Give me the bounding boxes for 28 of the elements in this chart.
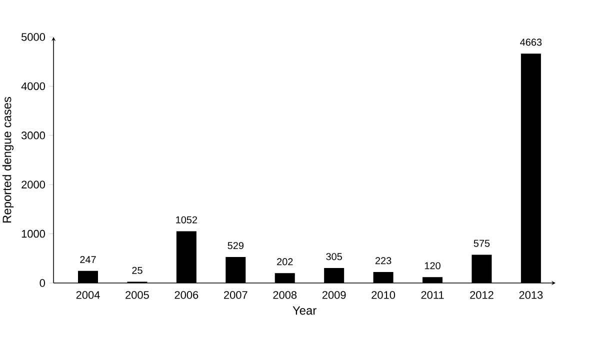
data-label: 305 — [326, 253, 342, 260]
x-tick-label: 2009 — [322, 291, 346, 299]
x-tick-label: 2005 — [126, 291, 149, 299]
y-tick-label: 0 — [40, 279, 46, 287]
data-label: 247 — [80, 256, 96, 263]
x-tick-label: 2007 — [224, 291, 248, 299]
y-tick-label: 5000 — [22, 33, 46, 41]
y-tick-label: 4000 — [21, 82, 46, 90]
data-label: 1052 — [176, 216, 198, 224]
x-tick-label: 2012 — [470, 291, 494, 299]
y-tick-label: 1000 — [22, 230, 46, 238]
x-tick-label: 2013 — [519, 291, 543, 299]
data-label: 25 — [132, 266, 142, 274]
x-tick-label: 2004 — [76, 291, 100, 299]
data-label: 575 — [474, 240, 490, 247]
x-tick-label: 2008 — [273, 291, 297, 299]
y-tick-label: 3000 — [21, 132, 46, 140]
data-label: 4663 — [520, 38, 542, 46]
x-tick-label: 2006 — [174, 291, 198, 299]
y-axis-title: Reported dengue cases — [2, 96, 14, 222]
data-label: 120 — [424, 262, 440, 270]
x-axis-title: Year — [292, 306, 316, 315]
x-tick-label: 2010 — [372, 291, 396, 299]
data-label: 529 — [228, 242, 244, 250]
data-label: 202 — [277, 258, 293, 266]
data-label: 223 — [375, 257, 392, 264]
y-tick-label: 2000 — [22, 180, 46, 188]
x-tick-label: 2011 — [421, 291, 444, 299]
